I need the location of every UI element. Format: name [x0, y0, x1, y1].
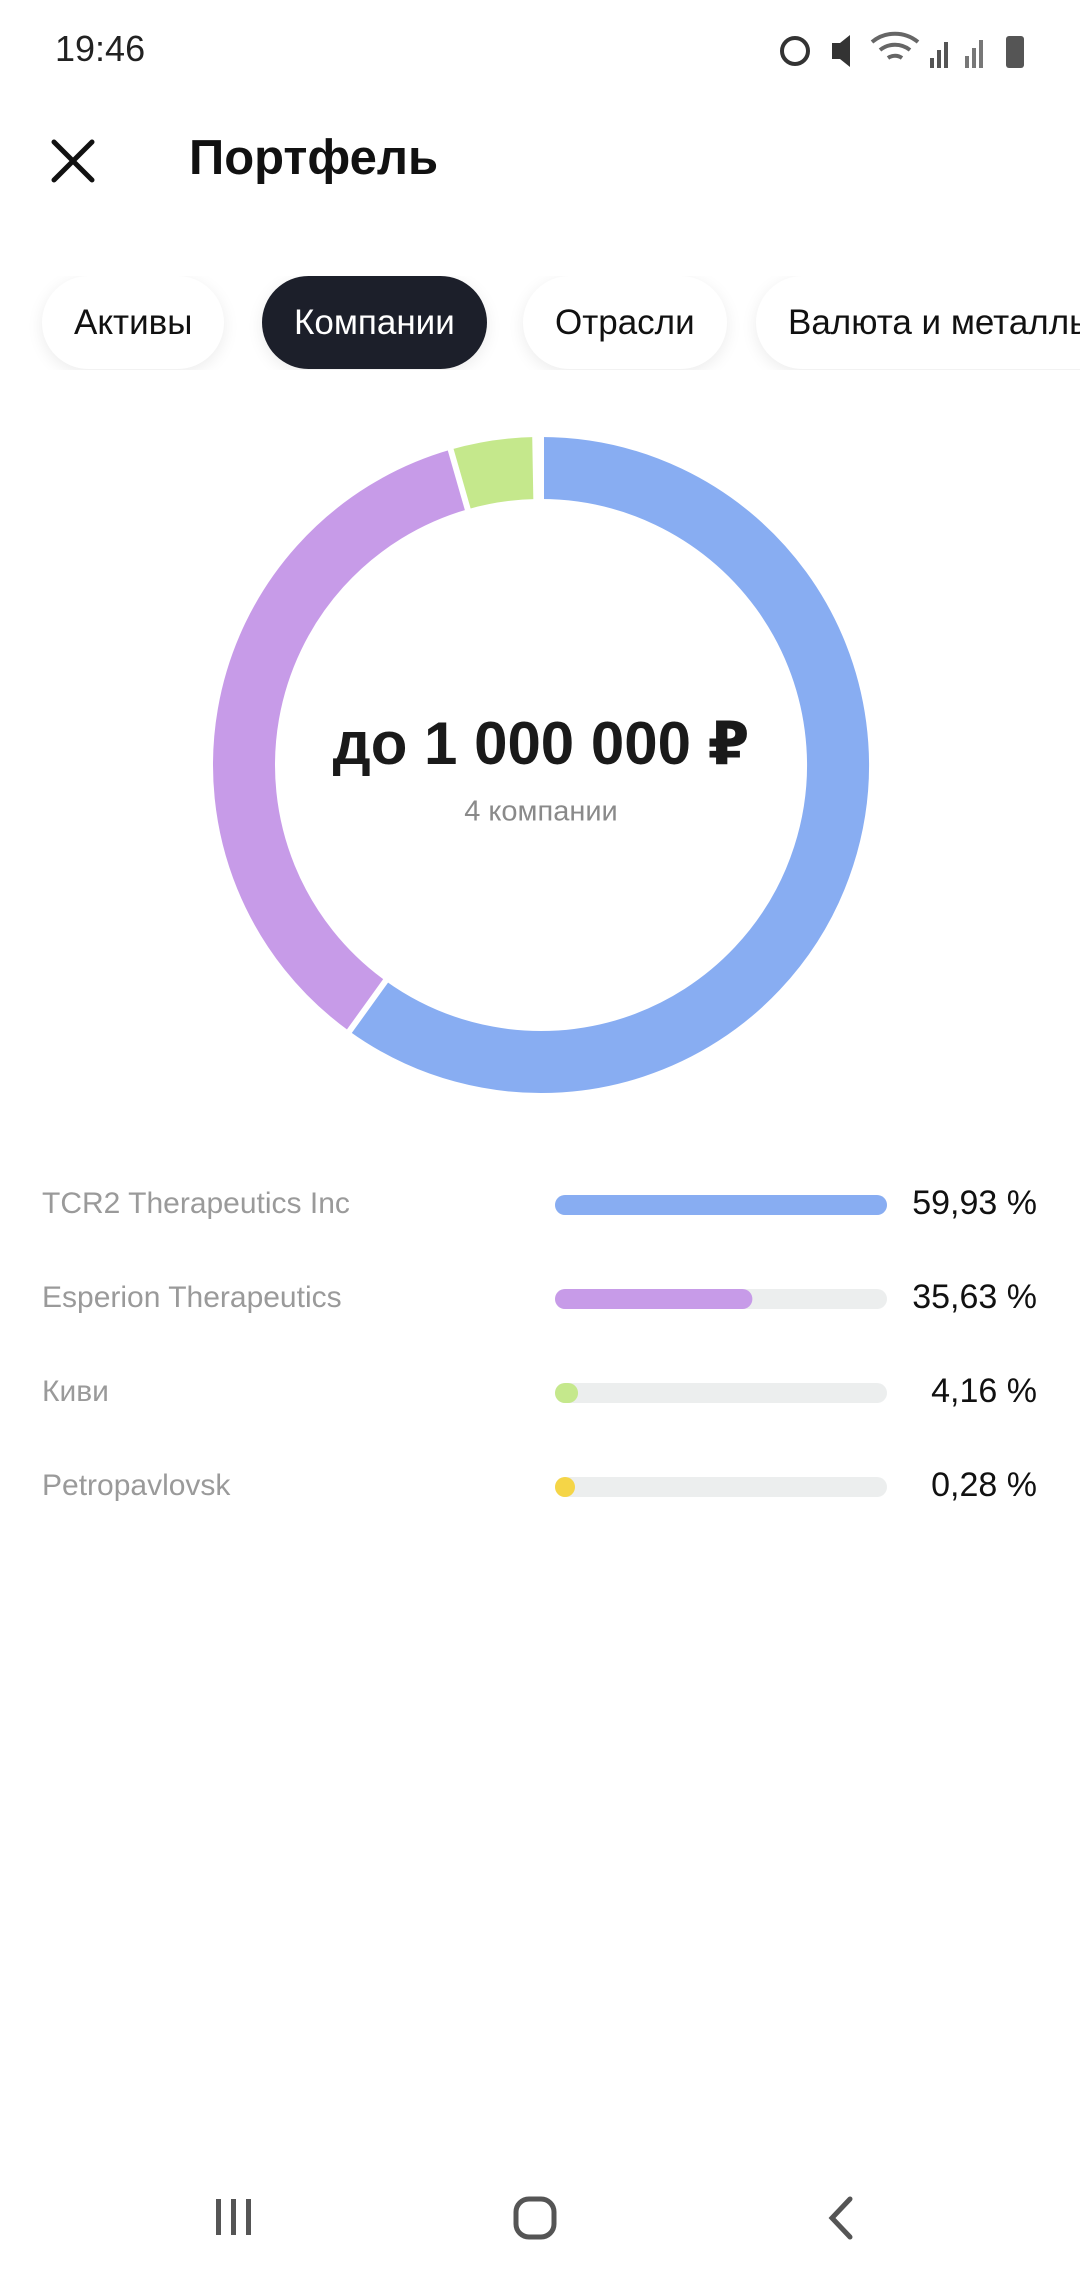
status-time: 19:46 [55, 28, 146, 69]
tab[interactable]: Валюта и металлы [756, 276, 1080, 369]
legend-name: Petropavlovsk [42, 1469, 231, 1502]
legend-name: Киви [42, 1375, 109, 1408]
bar-track [555, 1477, 887, 1497]
bar [555, 1195, 887, 1215]
legend-name: Esperion Therapeutics [42, 1281, 342, 1314]
center-subtitle: 4 компании [464, 796, 618, 828]
value-label: 0,28 % [931, 1466, 1037, 1504]
value-label: 4,16 % [931, 1372, 1037, 1410]
bar [555, 1383, 579, 1403]
value-label: 35,63 % [912, 1278, 1037, 1316]
page-title: Портфель [189, 131, 439, 185]
tab[interactable]: Отрасли [523, 276, 727, 369]
nav-home[interactable] [513, 2196, 557, 2240]
legend-name: TCR2 Therapeutics Inc [42, 1187, 350, 1220]
segment-gap [445, 440, 474, 519]
chart: до 1 000 000 ₽ 4 компании TCR2 Therapeutic… [42, 427, 1037, 1504]
segment-gap [341, 971, 394, 1041]
bar [555, 1289, 753, 1309]
bar [555, 1477, 575, 1497]
nav-recent[interactable] [216, 2199, 251, 2235]
bar-track [555, 1383, 887, 1403]
tab[interactable]: Активы [42, 276, 225, 369]
tab[interactable]: Компании [262, 276, 487, 369]
donut-segment [349, 437, 869, 1093]
tab-bar: Активы Компании Отрасли Валюта и металлы [0, 276, 1080, 370]
nav-bar [216, 2196, 853, 2240]
segment-gap [532, 427, 540, 509]
center-title: до 1 000 000 ₽ [333, 710, 750, 777]
close-button[interactable] [50, 138, 96, 184]
value-label: 59,93 % [912, 1184, 1037, 1222]
donut-segment [213, 449, 468, 1032]
nav-back[interactable] [828, 2196, 853, 2240]
status-icons [780, 31, 1024, 68]
donut-segment [450, 437, 537, 510]
